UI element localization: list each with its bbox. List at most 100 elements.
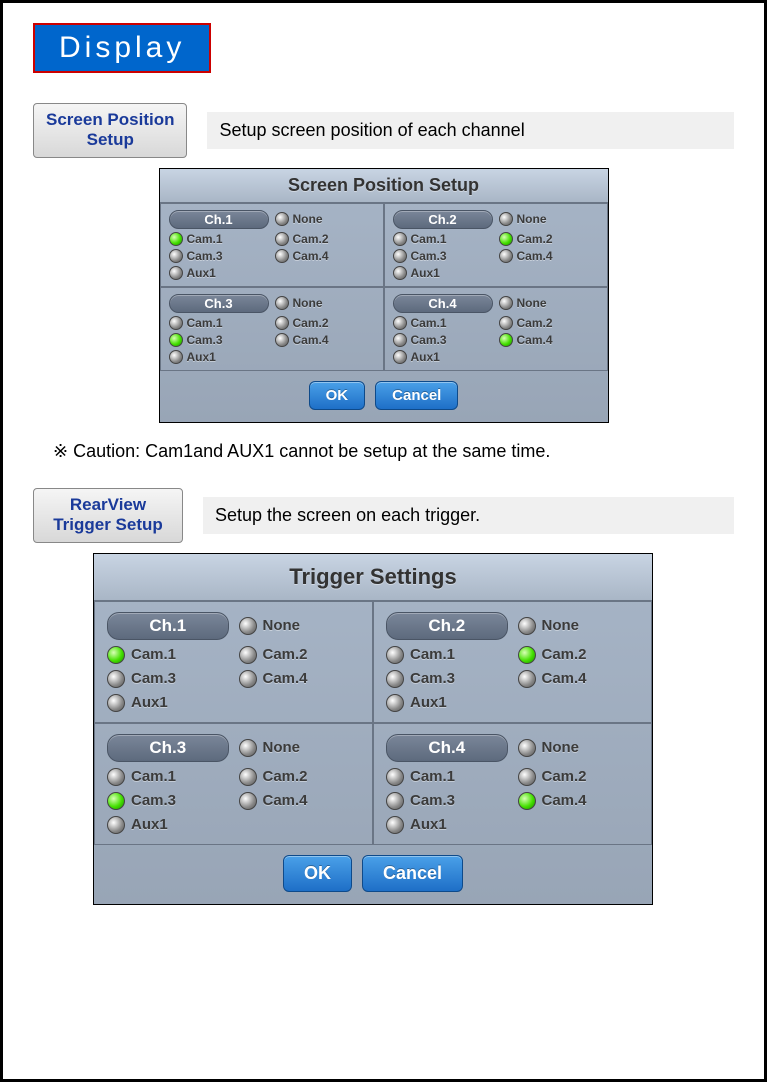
radio-option[interactable]: Cam.3 [393, 249, 493, 263]
radio-label: Cam.1 [131, 646, 176, 663]
radio-option[interactable]: Cam.1 [393, 316, 493, 330]
radio-label: Cam.2 [293, 316, 329, 330]
radio-label: Cam.1 [411, 232, 447, 246]
radio-label: None [293, 296, 323, 310]
radio-label: Aux1 [411, 266, 440, 280]
radio-icon [386, 792, 404, 810]
caution-text: ※ Caution: Cam1and AUX1 cannot be setup … [53, 441, 734, 462]
radio-option[interactable]: Cam.2 [239, 646, 361, 664]
radio-option[interactable]: Cam.2 [239, 768, 361, 786]
radio-icon [107, 768, 125, 786]
section2-row: RearView Trigger Setup Setup the screen … [33, 488, 734, 543]
radio-option[interactable]: Cam.4 [275, 249, 375, 263]
radio-option[interactable]: Cam.1 [107, 646, 229, 664]
radio-label: Cam.4 [542, 670, 587, 687]
radio-option[interactable]: Cam.2 [499, 232, 599, 246]
radio-label: Cam.3 [411, 249, 447, 263]
radio-label: Cam.1 [410, 768, 455, 785]
radio-option[interactable]: Cam.2 [518, 768, 640, 786]
radio-option[interactable]: Cam.1 [393, 232, 493, 246]
radio-label: Aux1 [187, 350, 216, 364]
radio-label: None [293, 212, 323, 226]
radio-option[interactable]: None [239, 617, 361, 635]
radio-option[interactable]: Cam.4 [499, 249, 599, 263]
radio-option[interactable]: Cam.3 [386, 792, 508, 810]
radio-label: None [517, 296, 547, 310]
radio-icon [393, 316, 407, 330]
radio-option[interactable]: None [518, 617, 640, 635]
radio-option[interactable]: Cam.4 [518, 792, 640, 810]
radio-option[interactable]: None [275, 212, 375, 226]
radio-icon [107, 694, 125, 712]
section2-desc: Setup the screen on each trigger. [203, 497, 734, 534]
channel-cell: Ch.2NoneCam.1Cam.2Cam.3Cam.4Aux1 [373, 601, 652, 723]
radio-label: None [263, 617, 301, 634]
rearview-trigger-setup-button[interactable]: RearView Trigger Setup [33, 488, 183, 543]
radio-option[interactable]: Aux1 [107, 694, 229, 712]
radio-label: Cam.4 [293, 333, 329, 347]
radio-option[interactable]: Aux1 [386, 816, 508, 834]
radio-option[interactable]: Aux1 [393, 266, 493, 280]
radio-icon [169, 266, 183, 280]
radio-icon [518, 670, 536, 688]
screen-position-setup-button[interactable]: Screen Position Setup [33, 103, 187, 158]
radio-icon [499, 212, 513, 226]
radio-icon [393, 232, 407, 246]
radio-option[interactable]: Cam.1 [169, 316, 269, 330]
radio-option[interactable]: Cam.3 [169, 333, 269, 347]
radio-option[interactable]: Cam.4 [275, 333, 375, 347]
radio-option[interactable]: None [499, 296, 599, 310]
radio-option[interactable]: Cam.2 [275, 316, 375, 330]
ok-button[interactable]: OK [309, 381, 366, 410]
radio-label: None [263, 739, 301, 756]
radio-option[interactable]: Cam.3 [169, 249, 269, 263]
radio-option[interactable]: Cam.3 [393, 333, 493, 347]
radio-label: Cam.2 [517, 232, 553, 246]
radio-option[interactable]: Aux1 [169, 266, 269, 280]
radio-label: Cam.4 [517, 249, 553, 263]
radio-icon [518, 792, 536, 810]
cancel-button[interactable]: Cancel [375, 381, 458, 410]
radio-option[interactable]: Cam.3 [107, 670, 229, 688]
radio-option[interactable]: Cam.1 [386, 646, 508, 664]
radio-option[interactable]: Cam.3 [386, 670, 508, 688]
radio-icon [518, 617, 536, 635]
panel2-title: Trigger Settings [94, 554, 652, 601]
radio-icon [518, 646, 536, 664]
radio-option[interactable]: None [499, 212, 599, 226]
radio-option[interactable]: Aux1 [169, 350, 269, 364]
radio-icon [386, 816, 404, 834]
radio-icon [499, 232, 513, 246]
radio-option[interactable]: Cam.2 [518, 646, 640, 664]
radio-option[interactable]: Cam.1 [107, 768, 229, 786]
radio-option[interactable]: Aux1 [393, 350, 493, 364]
radio-label: Cam.3 [410, 792, 455, 809]
radio-label: Cam.2 [517, 316, 553, 330]
radio-icon [169, 333, 183, 347]
radio-icon [393, 266, 407, 280]
channel-badge: Ch.3 [169, 294, 269, 313]
radio-option[interactable]: Cam.1 [386, 768, 508, 786]
radio-option[interactable]: Cam.2 [499, 316, 599, 330]
ok-button[interactable]: OK [283, 855, 352, 892]
cancel-button[interactable]: Cancel [362, 855, 463, 892]
radio-option[interactable]: Aux1 [386, 694, 508, 712]
radio-option[interactable]: Cam.4 [499, 333, 599, 347]
radio-option[interactable]: None [239, 739, 361, 757]
radio-option[interactable]: Cam.4 [518, 670, 640, 688]
radio-option[interactable]: Cam.1 [169, 232, 269, 246]
radio-label: Aux1 [131, 694, 168, 711]
radio-option[interactable]: Cam.3 [107, 792, 229, 810]
radio-option[interactable]: None [275, 296, 375, 310]
radio-option[interactable]: Cam.2 [275, 232, 375, 246]
radio-label: Aux1 [411, 350, 440, 364]
channel-cell: Ch.3NoneCam.1Cam.2Cam.3Cam.4Aux1 [94, 723, 373, 845]
radio-option[interactable]: Aux1 [107, 816, 229, 834]
channel-cell: Ch.3 None Cam.1 Cam.2 Cam.3 Cam.4 Aux1 [160, 287, 384, 371]
panel1-button-row: OK Cancel [160, 381, 608, 410]
radio-label: Cam.3 [187, 333, 223, 347]
radio-option[interactable]: None [518, 739, 640, 757]
radio-option[interactable]: Cam.4 [239, 792, 361, 810]
radio-option[interactable]: Cam.4 [239, 670, 361, 688]
radio-icon [107, 792, 125, 810]
